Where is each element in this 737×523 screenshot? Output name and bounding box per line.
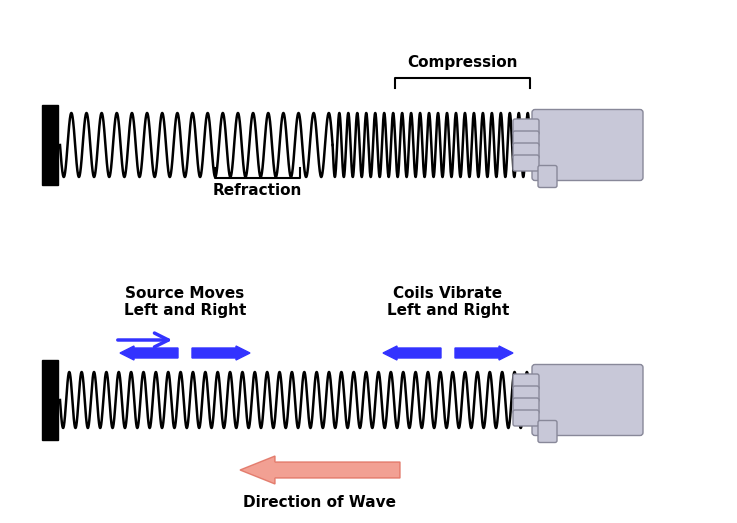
FancyBboxPatch shape [538,165,557,188]
FancyBboxPatch shape [513,374,539,390]
Bar [42,105,58,185]
FancyArrow shape [192,346,250,360]
FancyArrow shape [383,346,441,360]
FancyBboxPatch shape [532,109,643,180]
FancyBboxPatch shape [532,365,643,436]
Text: Source Moves
Left and Right: Source Moves Left and Right [124,286,246,318]
FancyBboxPatch shape [513,119,539,135]
FancyBboxPatch shape [513,131,539,147]
FancyArrow shape [455,346,513,360]
FancyBboxPatch shape [513,386,539,402]
Text: Direction of Wave: Direction of Wave [243,495,397,510]
Text: Refraction: Refraction [213,183,302,198]
FancyArrow shape [120,346,178,360]
Text: Coils Vibrate
Left and Right: Coils Vibrate Left and Right [387,286,509,318]
FancyArrow shape [240,456,400,484]
FancyBboxPatch shape [513,410,539,426]
FancyBboxPatch shape [513,155,539,171]
Text: Compression: Compression [408,55,518,70]
FancyBboxPatch shape [538,420,557,442]
FancyBboxPatch shape [513,398,539,414]
Bar [42,360,58,440]
FancyBboxPatch shape [513,143,539,159]
